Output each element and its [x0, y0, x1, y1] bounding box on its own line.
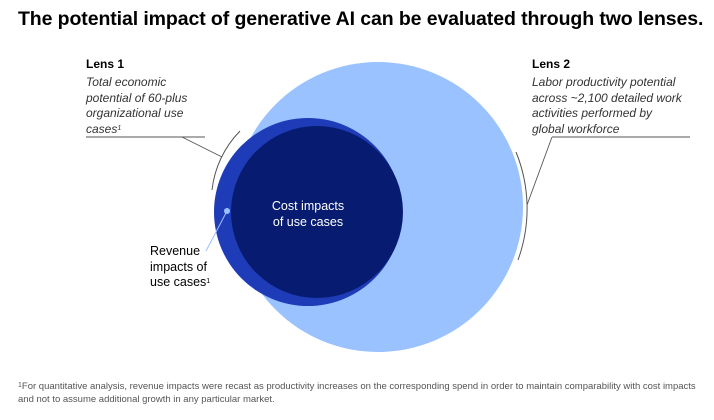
lens2-bracket-arc	[515, 151, 528, 261]
revenue-label-line: impacts of	[150, 259, 207, 274]
page-title: The potential impact of generative AI ca…	[18, 8, 704, 30]
revenue-label-line: Revenue	[150, 244, 201, 258]
footnote-marker: 1	[117, 124, 122, 132]
footnote-text: For quantitative analysis, revenue impac…	[18, 381, 696, 405]
footnote-number: 1	[18, 382, 22, 389]
lens2-desc-line: activities performed by	[532, 106, 653, 120]
footnote: 1For quantitative analysis, revenue impa…	[18, 381, 708, 406]
lens1-heading: Lens 1	[86, 57, 125, 71]
revenue-leader-line	[205, 210, 228, 252]
footnote-marker: 1	[206, 278, 211, 285]
cost-label-line: Cost impacts	[271, 199, 345, 213]
cost-impacts-circle	[231, 126, 403, 298]
lens1-leader-line	[181, 136, 223, 158]
lens1-desc-text: cases	[86, 121, 118, 136]
lens2-description: Labor productivity potential across ~2,1…	[532, 75, 702, 137]
cost-impacts-label: Cost impacts of use cases	[248, 198, 368, 230]
revenue-label-line: use cases1	[150, 275, 230, 291]
lens1-desc-line: cases1	[86, 122, 216, 138]
revenue-label-text: use cases	[150, 275, 207, 289]
lens2-leader-line	[526, 136, 553, 206]
lens1-bracket-arc	[211, 130, 241, 191]
lens1-desc-line: potential of 60-plus	[86, 90, 188, 105]
lens2-desc-line: global workforce	[532, 121, 620, 136]
lens2-desc-line: across ~2,100 detailed work	[532, 90, 682, 105]
cost-label-line: of use cases	[272, 215, 344, 229]
lens2-desc-line: Labor productivity potential	[532, 75, 676, 89]
lens1-desc-line: organizational use	[86, 106, 184, 120]
lens1-desc-line: Total economic	[86, 75, 167, 89]
lens1-description: Total economic potential of 60-plus orga…	[86, 75, 216, 137]
lens2-heading: Lens 2	[532, 57, 571, 71]
revenue-impacts-label: Revenue impacts of use cases1	[150, 244, 230, 291]
